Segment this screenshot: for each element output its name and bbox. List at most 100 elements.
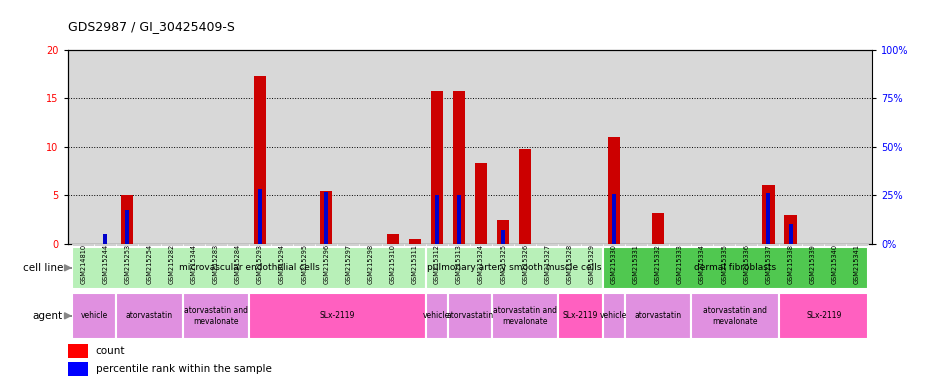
Text: GSM215244: GSM215244 (102, 244, 108, 284)
Text: GSM215293: GSM215293 (257, 244, 263, 284)
Bar (426, 244, 447, 246)
Text: GSM215324: GSM215324 (478, 246, 484, 286)
Text: GSM215284: GSM215284 (235, 244, 241, 284)
Bar (447, 293, 493, 339)
Text: atorvastatin: atorvastatin (446, 311, 494, 320)
Text: GSM215297: GSM215297 (345, 246, 352, 286)
Bar (386, 234, 399, 244)
Text: GSM215298: GSM215298 (368, 244, 373, 284)
Text: GSM215336: GSM215336 (744, 246, 749, 286)
Text: GSM215338: GSM215338 (788, 246, 793, 286)
Bar (846, 244, 868, 246)
Text: GSM215244: GSM215244 (102, 246, 108, 286)
Text: GSM215331: GSM215331 (633, 246, 639, 286)
Text: GSM215295: GSM215295 (301, 244, 307, 284)
Text: GSM215282: GSM215282 (168, 244, 175, 284)
Bar (321, 192, 333, 244)
Text: GSM215296: GSM215296 (323, 246, 329, 286)
Text: GSM215329: GSM215329 (588, 244, 595, 284)
Text: GSM215328: GSM215328 (567, 246, 572, 286)
Text: GSM215332: GSM215332 (655, 244, 661, 284)
Text: GSM215253: GSM215253 (124, 246, 131, 286)
Bar (254, 76, 266, 244)
Bar (431, 91, 443, 244)
Text: GSM215312: GSM215312 (434, 244, 440, 284)
Text: GSM215341: GSM215341 (854, 246, 860, 286)
Bar (625, 293, 691, 339)
Text: GSM215335: GSM215335 (721, 246, 728, 286)
Text: GSM215330: GSM215330 (611, 246, 617, 286)
Text: GSM215326: GSM215326 (523, 246, 528, 286)
Bar (519, 149, 531, 244)
Text: GSM215325: GSM215325 (500, 246, 506, 286)
Text: GSM215338: GSM215338 (788, 244, 793, 284)
Bar (493, 293, 558, 339)
Text: vehicle: vehicle (423, 311, 450, 320)
Text: GSM215297: GSM215297 (345, 244, 352, 284)
Text: GSM215283: GSM215283 (212, 244, 219, 284)
Bar (315, 244, 337, 246)
Bar (581, 244, 603, 246)
Text: agent: agent (33, 311, 63, 321)
Text: SLx-2119: SLx-2119 (563, 311, 598, 320)
Bar (121, 195, 133, 244)
Bar (603, 247, 868, 289)
Text: GSM214810: GSM214810 (80, 244, 86, 284)
Bar (359, 244, 382, 246)
Bar (324, 192, 328, 244)
Text: SLx-2119: SLx-2119 (806, 311, 841, 320)
Bar (205, 244, 227, 246)
Text: GSM215328: GSM215328 (567, 244, 572, 284)
Text: GSM215310: GSM215310 (390, 244, 396, 284)
Bar (258, 189, 262, 244)
Text: GSM215298: GSM215298 (368, 246, 373, 286)
Text: GSM215312: GSM215312 (434, 246, 440, 286)
Bar (68, 344, 87, 358)
Bar (537, 244, 558, 246)
Bar (766, 194, 771, 244)
Text: GSM215331: GSM215331 (633, 244, 639, 284)
Text: GSM215339: GSM215339 (809, 244, 816, 284)
Text: GSM215340: GSM215340 (832, 246, 838, 286)
Text: GSM215324: GSM215324 (478, 244, 484, 284)
Bar (435, 195, 439, 244)
Bar (293, 244, 315, 246)
Bar (514, 244, 537, 246)
Text: GSM215311: GSM215311 (412, 244, 417, 284)
Bar (125, 210, 130, 244)
Text: count: count (96, 346, 125, 356)
Bar (138, 244, 161, 246)
Text: vehicle: vehicle (81, 311, 108, 320)
Text: GSM215330: GSM215330 (611, 244, 617, 284)
Text: GSM215344: GSM215344 (191, 246, 196, 286)
Text: GSM215313: GSM215313 (456, 244, 462, 284)
Text: GSM215294: GSM215294 (279, 246, 285, 286)
Bar (779, 244, 802, 246)
Text: GSM215310: GSM215310 (390, 246, 396, 286)
Bar (802, 244, 823, 246)
Text: GSM215341: GSM215341 (854, 244, 860, 284)
Text: GSM215295: GSM215295 (301, 246, 307, 286)
Text: GSM215339: GSM215339 (809, 246, 816, 286)
Bar (823, 244, 846, 246)
Bar (475, 163, 487, 244)
Bar (785, 215, 796, 244)
Bar (789, 224, 792, 244)
Text: GSM215325: GSM215325 (500, 244, 506, 284)
Text: percentile rank within the sample: percentile rank within the sample (96, 364, 272, 374)
Bar (501, 230, 505, 244)
Text: GSM215311: GSM215311 (412, 246, 417, 286)
Text: GSM215327: GSM215327 (544, 246, 550, 286)
Bar (161, 244, 182, 246)
Bar (651, 213, 664, 244)
Text: GSM215333: GSM215333 (677, 246, 683, 286)
Bar (103, 234, 107, 244)
Text: GSM215294: GSM215294 (279, 244, 285, 284)
Bar (382, 244, 403, 246)
Bar (691, 244, 713, 246)
Bar (603, 244, 625, 246)
Text: GSM215334: GSM215334 (699, 246, 705, 286)
Text: cell line: cell line (23, 263, 63, 273)
Bar (647, 244, 669, 246)
Bar (249, 293, 426, 339)
